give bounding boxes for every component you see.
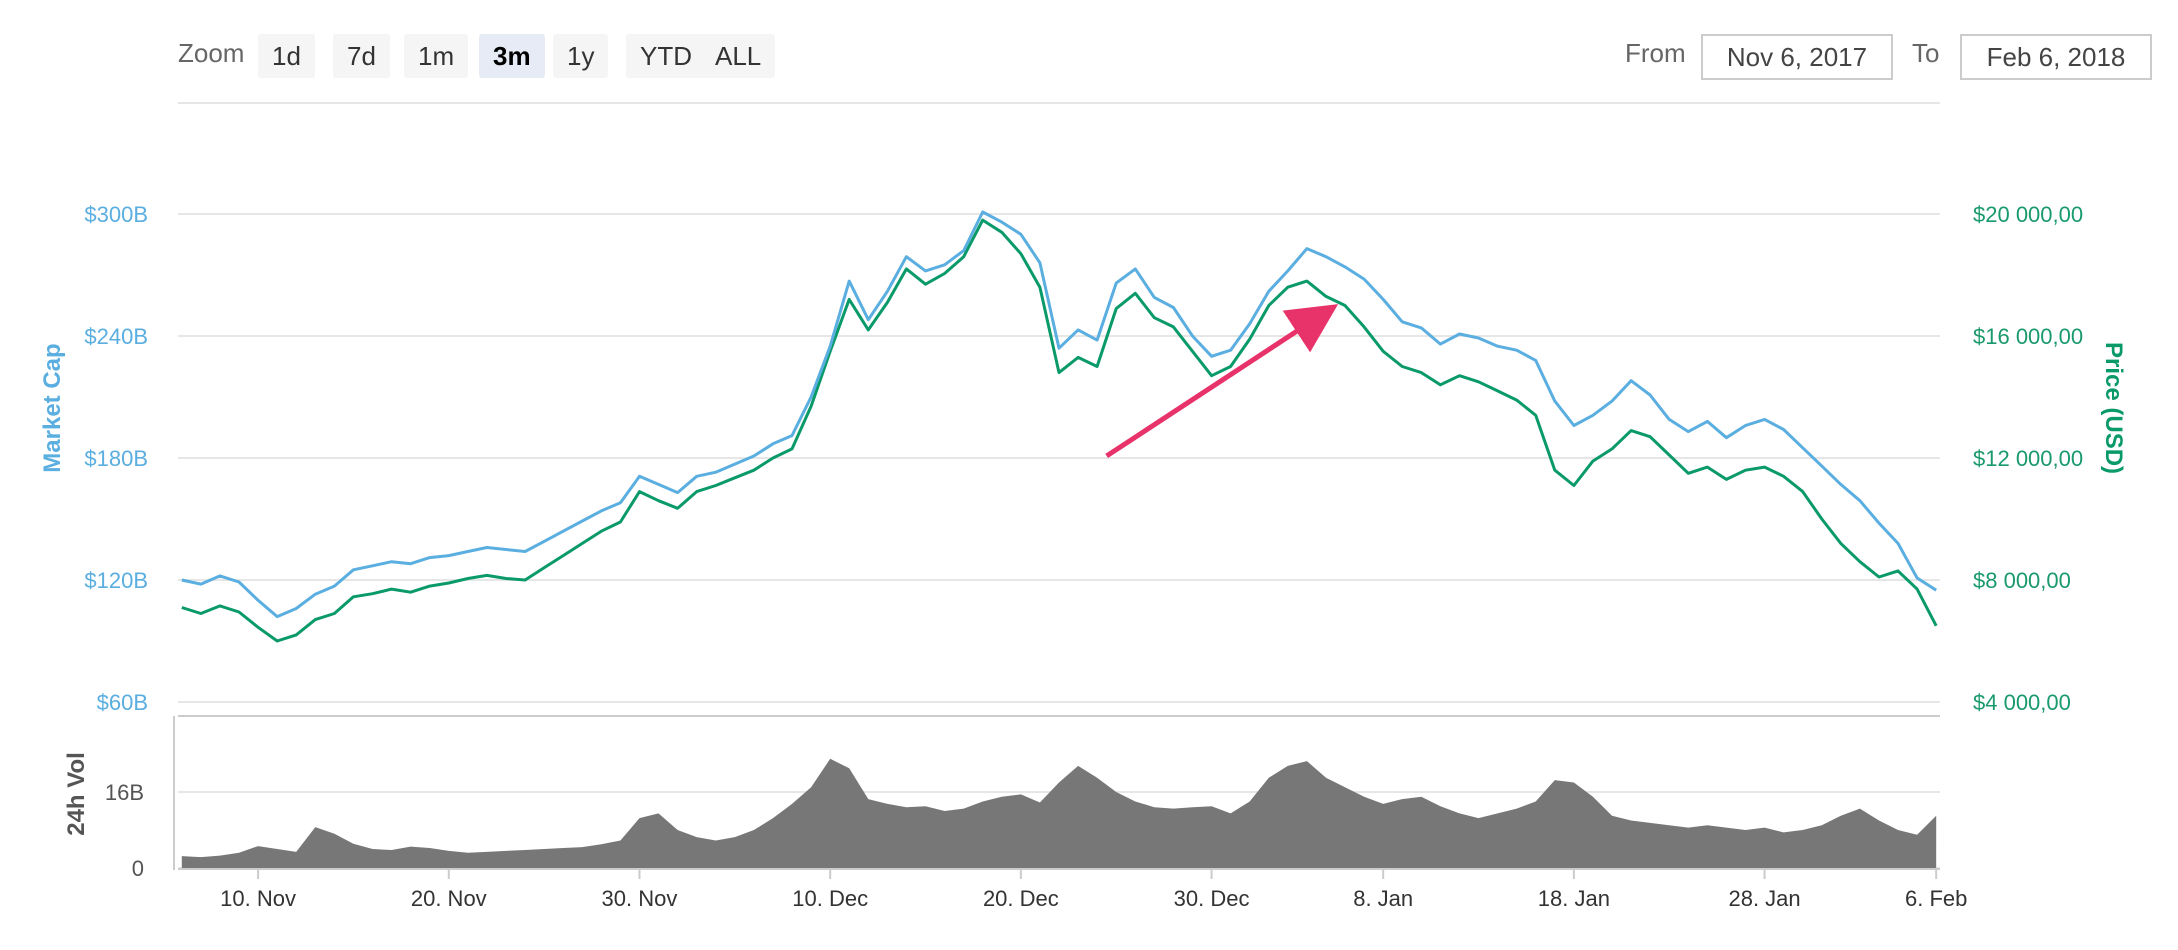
x-tick-label: 20. Nov bbox=[411, 886, 487, 911]
zoom-label: Zoom bbox=[178, 38, 245, 68]
y-right-tick-label: $20 000,00 bbox=[1973, 202, 2083, 227]
x-tick-label: 10. Dec bbox=[792, 886, 868, 911]
y-right-tick-label: $16 000,00 bbox=[1973, 324, 2083, 349]
x-tick-label: 8. Jan bbox=[1353, 886, 1413, 911]
volume-series-area bbox=[181, 758, 1937, 868]
y-left-tick-label: $60B bbox=[97, 690, 148, 715]
chart-toolbar: Zoom 1d 7d 1m 3m 1y YTD ALL From Nov 6, … bbox=[0, 0, 2178, 110]
x-tick-label: 28. Jan bbox=[1728, 886, 1800, 911]
market-cap-series-line bbox=[181, 210, 1938, 619]
x-tick-label: 20. Dec bbox=[983, 886, 1059, 911]
x-tick-label: 10. Nov bbox=[220, 886, 296, 911]
zoom-3m-button[interactable]: 3m bbox=[479, 34, 545, 78]
series-lines bbox=[181, 210, 1938, 643]
x-tick-label: 18. Jan bbox=[1538, 886, 1610, 911]
volume-area bbox=[181, 758, 1937, 868]
x-tick-label: 30. Dec bbox=[1174, 886, 1250, 911]
volume-tick-label: 16B bbox=[105, 780, 144, 805]
volume-tick-label: 0 bbox=[132, 856, 144, 881]
y-left-axis-title: Market Cap bbox=[39, 343, 66, 472]
x-tick-label: 30. Nov bbox=[602, 886, 678, 911]
zoom-ytd-button[interactable]: YTD bbox=[626, 34, 706, 78]
axes: $60B $120B $180B $240B $300B $4 000,00 $8 000,… bbox=[39, 202, 2127, 911]
from-date-input[interactable]: Nov 6, 2017 bbox=[1701, 34, 1893, 80]
y-left-tick-label: $300B bbox=[84, 202, 148, 227]
grid bbox=[173, 213, 1940, 870]
from-label: From bbox=[1625, 38, 1686, 68]
y-left-tick-label: $120B bbox=[84, 568, 148, 593]
volume-axis-title: 24h Vol bbox=[63, 752, 90, 836]
annotations bbox=[1105, 304, 1339, 459]
y-right-tick-label: $4 000,00 bbox=[1973, 690, 2071, 715]
zoom-7d-button[interactable]: 7d bbox=[333, 34, 390, 78]
x-tick-label: 6. Feb bbox=[1905, 886, 1967, 911]
y-right-tick-label: $8 000,00 bbox=[1973, 568, 2071, 593]
y-left-tick-label: $180B bbox=[84, 446, 148, 471]
to-label: To bbox=[1912, 38, 1940, 68]
zoom-all-button[interactable]: ALL bbox=[701, 34, 776, 78]
annotation-arrow bbox=[1105, 304, 1339, 459]
y-right-axis-title: Price (USD) bbox=[2100, 342, 2127, 474]
zoom-1d-button[interactable]: 1d bbox=[258, 34, 315, 78]
price-series-line bbox=[181, 218, 1938, 643]
to-date-input[interactable]: Feb 6, 2018 bbox=[1960, 34, 2152, 80]
zoom-1y-button[interactable]: 1y bbox=[553, 34, 609, 78]
zoom-1m-button[interactable]: 1m bbox=[404, 34, 469, 78]
y-right-tick-label: $12 000,00 bbox=[1973, 446, 2083, 471]
y-left-tick-label: $240B bbox=[84, 324, 148, 349]
